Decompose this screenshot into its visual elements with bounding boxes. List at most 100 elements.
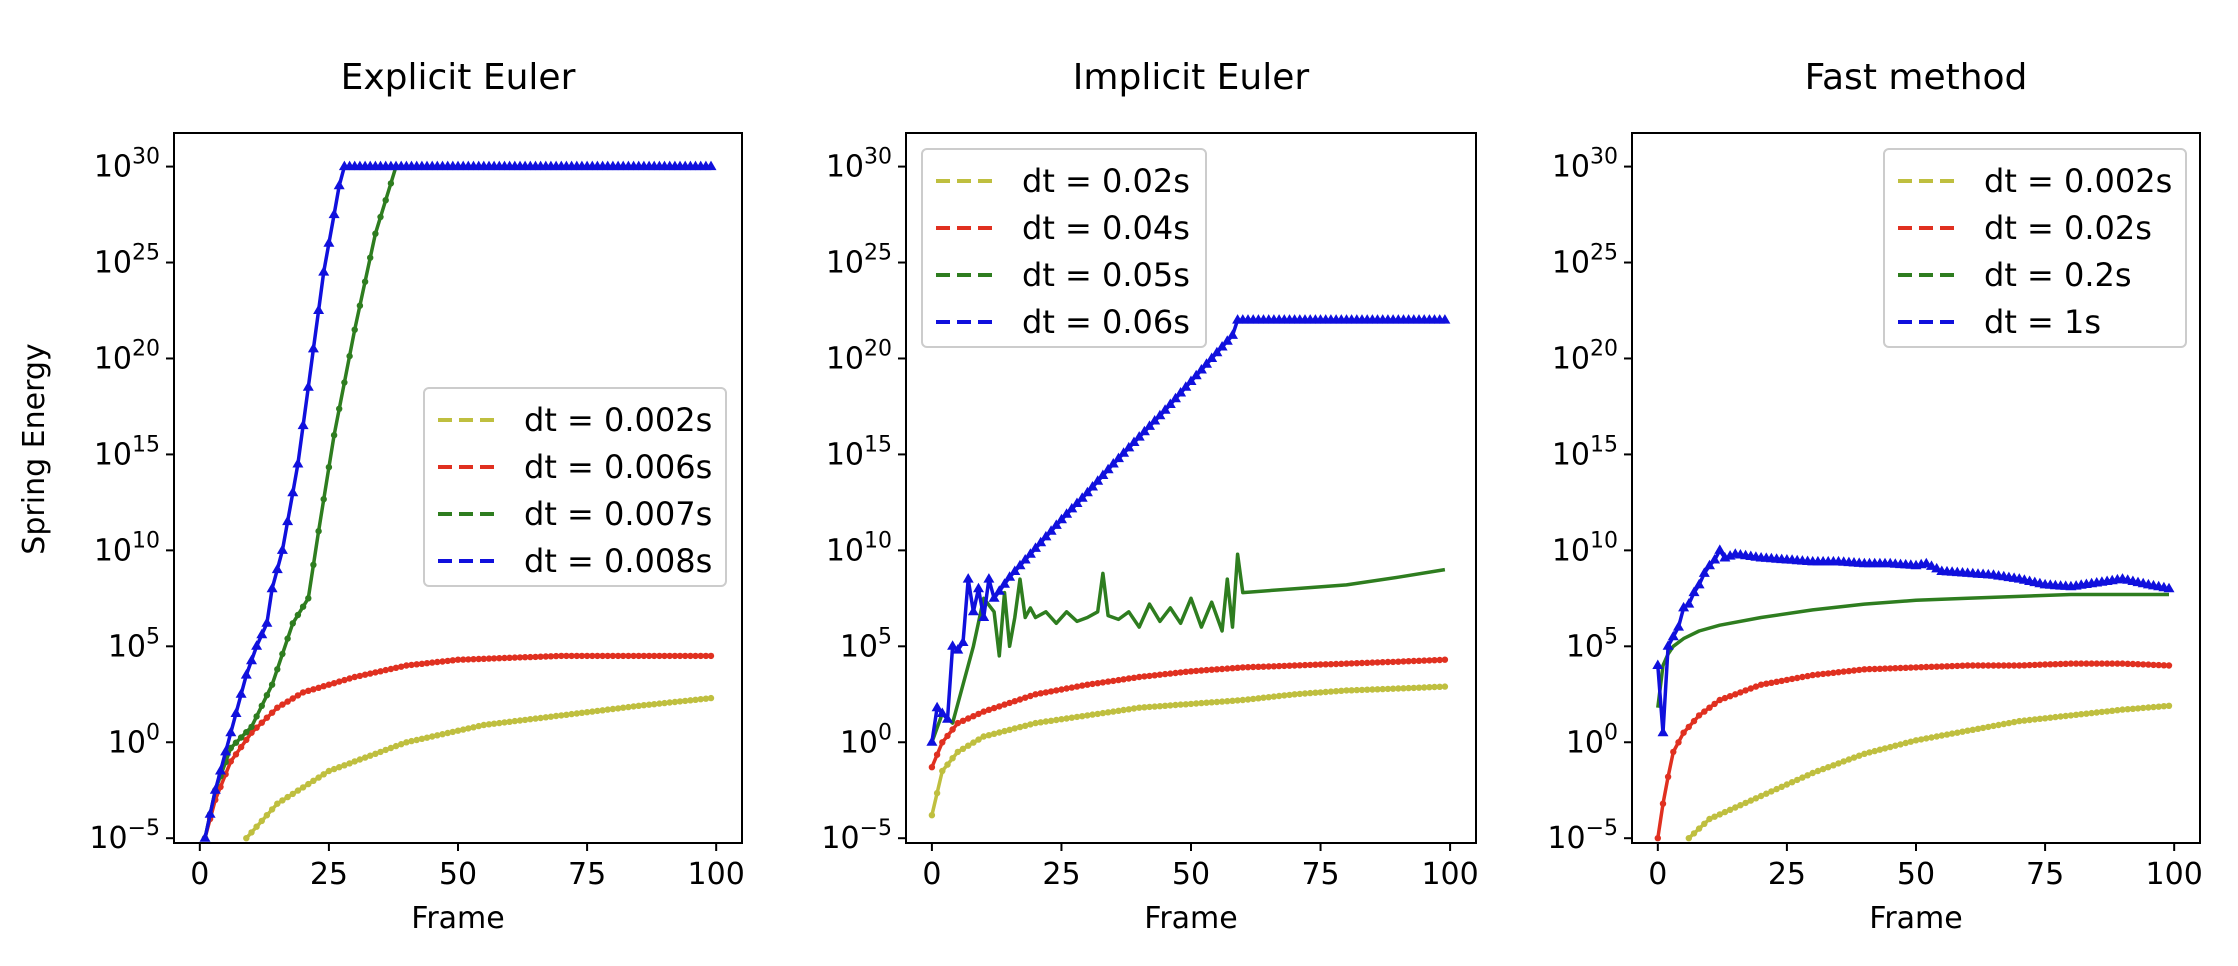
chart-3-series-1-point bbox=[2078, 711, 2085, 718]
chart-2-series-4-point bbox=[1061, 508, 1073, 518]
chart-1-series-2-point bbox=[263, 714, 271, 721]
chart-1-series-2-point bbox=[563, 652, 570, 660]
chart-1-series-1-point bbox=[656, 700, 663, 707]
chart-1-series-2-point bbox=[268, 709, 276, 716]
chart-3-series-1-point bbox=[1788, 779, 1796, 786]
chart-2-series-4-point bbox=[1030, 542, 1041, 552]
chart-1-series-1-point bbox=[449, 728, 456, 736]
chart-2-series-2-point bbox=[1431, 657, 1438, 664]
chart-2-series-1-point bbox=[1011, 725, 1018, 732]
chart-1-series-2-point bbox=[594, 652, 601, 660]
chart-1-series-2-point bbox=[299, 689, 307, 696]
chart-1-series-2-point bbox=[604, 652, 611, 660]
chart-2-series-2-point bbox=[1348, 660, 1355, 667]
chart-3-series-1-point bbox=[1871, 747, 1878, 755]
chart-1: Explicit Euler 0 25 50 75 100 Frame 10−5 100 105 1… bbox=[89, 57, 744, 936]
chart-1-series-1-point bbox=[465, 725, 472, 732]
chart-2-series-1-point bbox=[1151, 703, 1158, 710]
chart-1-series-1-point bbox=[620, 704, 627, 711]
chart-2-x-tick-label: 75 bbox=[1301, 857, 1339, 892]
chart-2-series-2-point bbox=[1250, 663, 1257, 671]
chart-2-series-2-point bbox=[1213, 666, 1221, 673]
chart-2-legend-label-1: dt = 0.02s bbox=[1022, 162, 1190, 200]
chart-3-series-4-point bbox=[1673, 621, 1684, 631]
chart-2-series-2-point bbox=[1053, 687, 1060, 694]
chart-1-series-1-point bbox=[645, 701, 653, 708]
chart-3-series-1-point bbox=[2067, 712, 2075, 719]
chart-3-series-2-point bbox=[2010, 662, 2018, 669]
chart-2-series-2-line bbox=[930, 657, 1445, 768]
chart-3-series-1-point bbox=[1742, 799, 1749, 807]
chart-3-series-2-point bbox=[1654, 835, 1662, 842]
chart-2-series-1-point bbox=[1415, 684, 1423, 691]
chart-2-series-2-point bbox=[1296, 662, 1304, 669]
chart-3-series-2-point bbox=[1912, 664, 1920, 671]
chart-3-series-1-point bbox=[1918, 736, 1925, 743]
chart-2-series-4-point bbox=[1004, 571, 1016, 581]
chart-1-series-1-point bbox=[299, 784, 307, 791]
chart-1-series-4-point bbox=[256, 628, 268, 639]
chart-2-series-1-point bbox=[1317, 689, 1324, 696]
chart-2-series-2-point bbox=[1032, 691, 1039, 698]
chart-2-series-2-point bbox=[944, 732, 951, 740]
chart-1-series-1-point bbox=[490, 720, 498, 727]
chart-1-series-3-point bbox=[320, 496, 327, 503]
chart-1-series-2-point bbox=[609, 652, 617, 660]
chart-1-series-1-point bbox=[279, 797, 286, 804]
chart-1-series-2-point bbox=[325, 681, 333, 688]
chart-1-series-1-point bbox=[563, 711, 570, 718]
chart-1-series-1-point bbox=[382, 746, 389, 754]
chart-3-series-2-point bbox=[2062, 660, 2069, 667]
chart-1-y-tick-label: 1020 bbox=[94, 336, 160, 376]
chart-3-series-2-point bbox=[2016, 662, 2023, 669]
chart-1-series-1-point bbox=[305, 780, 312, 788]
chart-3-series-2-point bbox=[1778, 677, 1785, 685]
chart-3-series-2-point bbox=[1732, 691, 1739, 698]
chart-2-series-1-point bbox=[1286, 691, 1293, 699]
chart-2-series-1-point bbox=[1042, 718, 1050, 725]
chart-3-series-4-point bbox=[1657, 726, 1669, 737]
chart-1-series-2-point bbox=[511, 654, 518, 661]
chart-1-plot-area bbox=[199, 160, 717, 842]
chart-1-series-1-point bbox=[527, 716, 534, 723]
chart-1-series-2-point bbox=[253, 724, 260, 731]
chart-3-series-1-point bbox=[2109, 707, 2116, 714]
chart-2-series-1-point bbox=[1182, 701, 1190, 708]
chart-1-series-4-point bbox=[287, 486, 299, 497]
chart-1-series-1-point bbox=[609, 705, 617, 713]
chart-3-series-1-point bbox=[2072, 711, 2080, 718]
chart-1-series-1-line bbox=[244, 696, 712, 840]
chart-2-series-4-point bbox=[931, 701, 943, 712]
chart-1-series-1-point bbox=[583, 709, 591, 716]
chart-1-series-2-point bbox=[356, 672, 364, 680]
chart-2-series-4-point bbox=[1107, 458, 1119, 468]
chart-3-y-tick-label: 10−5 bbox=[1547, 816, 1618, 856]
chart-1-series-2-point bbox=[589, 652, 596, 660]
chart-2-series-2-point bbox=[1042, 689, 1050, 696]
chart-1-series-2-point bbox=[367, 670, 374, 677]
chart-1-series-3-point bbox=[325, 464, 333, 471]
chart-2-series-2-point bbox=[1208, 666, 1215, 673]
chart-3-series-1-point bbox=[1897, 741, 1904, 748]
chart-1-series-2-line bbox=[203, 654, 711, 839]
chart-2-series-1-point bbox=[1141, 704, 1148, 711]
chart-3-series-2-point bbox=[2057, 660, 2064, 668]
chart-1-series-4-point bbox=[225, 726, 237, 737]
chart-3-series-2-point bbox=[2150, 661, 2157, 669]
chart-2-series-1-point bbox=[1436, 683, 1443, 690]
chart-3-series-2-point bbox=[1783, 676, 1791, 684]
chart-1-series-1-point bbox=[444, 729, 451, 737]
chart-3-series-2-point bbox=[1742, 687, 1749, 694]
chart-3-series-2-point bbox=[1680, 729, 1687, 736]
chart-1-series-1-point bbox=[480, 721, 487, 729]
chart-2-series-1-point bbox=[1224, 698, 1231, 705]
chart-3-series-1-point bbox=[2093, 709, 2100, 716]
chart-3-series-1-point bbox=[1690, 830, 1698, 837]
chart-3-series-1-point bbox=[1809, 769, 1816, 777]
chart-1-series-2-point bbox=[676, 652, 684, 660]
chart-1-series-2-point bbox=[465, 656, 472, 663]
chart-1-series-1-point bbox=[542, 714, 549, 721]
chart-1-series-2-point bbox=[351, 673, 358, 681]
chart-1-series-1-point bbox=[408, 737, 415, 745]
